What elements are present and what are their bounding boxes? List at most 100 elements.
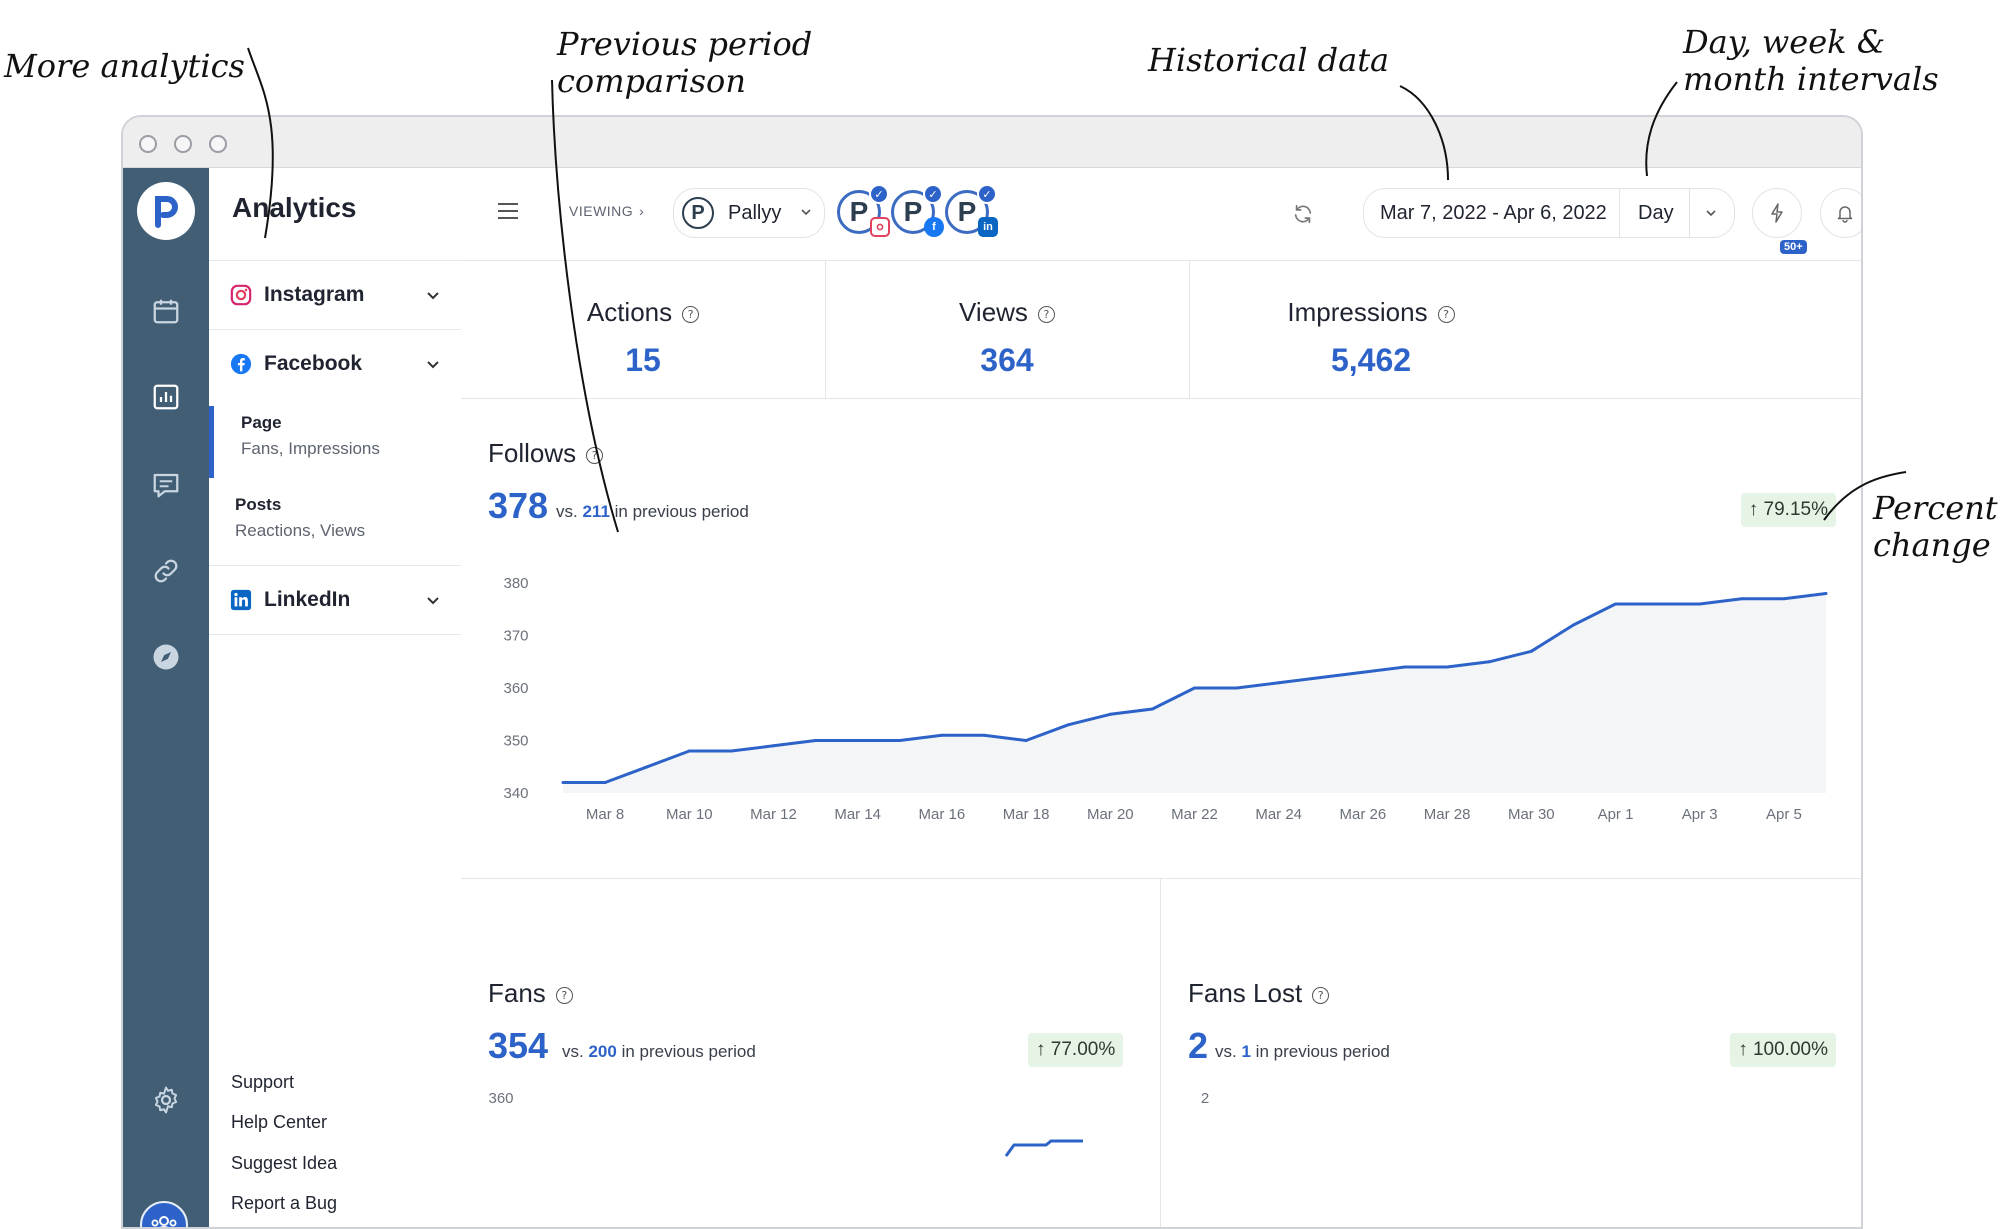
- help-icon[interactable]: ?: [1037, 305, 1055, 323]
- annotation-historical-data: Historical data: [1148, 41, 1390, 79]
- account-instagram[interactable]: P ✓: [837, 184, 890, 237]
- account-facebook[interactable]: P ✓ f: [891, 184, 944, 237]
- workspace-name: Pallyy: [728, 202, 782, 224]
- help-icon[interactable]: ?: [1312, 986, 1330, 1004]
- fans-percent-change: ↑ 77.00%: [1028, 1033, 1124, 1067]
- fans-lost-comparison: vs. 1 in previous period: [1215, 1042, 1390, 1062]
- window-minimize-dot[interactable]: [174, 135, 192, 153]
- arrow-up-icon: ↑: [1748, 499, 1759, 520]
- comparison-vs: vs.: [562, 1042, 584, 1061]
- y-tick-label: 2: [1201, 1090, 1209, 1107]
- chevron-down-icon: [427, 597, 439, 605]
- sidebar-item-label: Facebook: [264, 352, 363, 375]
- top-bar: VIEWING › P Pallyy P ✓ P ✓ f P ✓: [461, 168, 1861, 261]
- pallyy-logo[interactable]: [137, 182, 195, 240]
- chevron-down-icon[interactable]: [1705, 207, 1717, 219]
- check-icon: ✓: [869, 184, 889, 204]
- interval-selector[interactable]: Day: [1638, 202, 1674, 224]
- app-window: Analytics Instagram Facebook Page Fans, …: [121, 115, 1863, 1229]
- follows-title: Follows?: [488, 438, 604, 469]
- sidebar-subitem-posts[interactable]: Posts Reactions, Views: [235, 495, 365, 541]
- annotation-percent-line2: change: [1873, 525, 1991, 564]
- check-icon: ✓: [977, 184, 997, 204]
- follows-data-point: [1235, 686, 1239, 690]
- settings-gear-icon[interactable]: [151, 1085, 181, 1115]
- y-tick-label: 340: [503, 785, 528, 802]
- x-tick-label: Mar 24: [1255, 806, 1302, 823]
- notifications-button[interactable]: [1820, 188, 1861, 238]
- follows-data-point: [982, 733, 986, 737]
- refresh-icon[interactable]: [1292, 203, 1314, 225]
- comparison-vs: vs.: [556, 502, 578, 521]
- follows-data-point: [1445, 665, 1449, 669]
- link-icon[interactable]: [151, 556, 181, 586]
- sidebar-subitem-page[interactable]: Page Fans, Impressions: [241, 413, 380, 459]
- lightning-icon: [1771, 203, 1783, 223]
- date-range-picker[interactable]: Mar 7, 2022 - Apr 6, 2022: [1380, 202, 1607, 224]
- follows-data-point: [1824, 592, 1828, 595]
- annotation-previous-period-line2: comparison: [557, 61, 746, 100]
- follows-data-point: [898, 739, 902, 742]
- x-tick-label: Mar 26: [1340, 806, 1387, 823]
- x-tick-label: Mar 28: [1424, 806, 1471, 823]
- sidebar-item-linkedin[interactable]: LinkedIn: [209, 566, 461, 634]
- chevron-down-icon: [801, 209, 811, 216]
- date-range-control: Mar 7, 2022 - Apr 6, 2022 Day: [1363, 188, 1735, 238]
- stat-label: Actions?: [461, 297, 825, 328]
- x-tick-label: Mar 20: [1087, 806, 1134, 823]
- compass-icon[interactable]: [151, 642, 181, 672]
- x-tick-label: Mar 22: [1171, 806, 1218, 823]
- menu-hamburger-icon[interactable]: [497, 202, 519, 220]
- help-icon[interactable]: ?: [586, 446, 604, 464]
- footer-link-suggest-idea[interactable]: Suggest Idea: [231, 1153, 338, 1173]
- follows-data-point: [1614, 602, 1617, 606]
- footer-link-help-center[interactable]: Help Center: [231, 1112, 328, 1132]
- annotation-intervals-line1: Day, week &: [1683, 23, 1886, 61]
- calendar-icon[interactable]: [151, 296, 181, 326]
- window-maximize-dot[interactable]: [209, 135, 227, 153]
- follows-chart: 340 350 360 370 380 Mar 8 Mar 10 Mar 12 Mar 14 Ma…: [503, 575, 1828, 823]
- y-tick-label: 350: [503, 733, 528, 750]
- analytics-icon[interactable]: [151, 382, 181, 412]
- sidebar-divider: [209, 329, 461, 330]
- icon-rail: [123, 168, 209, 1227]
- chevron-down-icon: [427, 292, 439, 300]
- follows-percent-change: ↑ 79.15%: [1740, 493, 1836, 527]
- messages-icon[interactable]: [151, 470, 181, 500]
- sidebar-item-instagram[interactable]: Instagram: [209, 261, 461, 329]
- fans-lost-title: Fans Lost?: [1188, 978, 1330, 1009]
- notifications-badge: 50+: [1780, 240, 1807, 254]
- workspace-selector[interactable]: P Pallyy: [673, 188, 825, 238]
- arrow-up-icon: ↑: [1036, 1039, 1046, 1060]
- follows-data-point: [814, 739, 818, 742]
- sidebar-item-facebook[interactable]: Facebook: [209, 330, 461, 398]
- facebook-icon: [230, 353, 252, 375]
- window-close-dot[interactable]: [139, 135, 157, 153]
- x-tick-label: Mar 16: [919, 806, 966, 823]
- follows-data-point: [940, 733, 944, 737]
- follows-comparison: vs. 211 in previous period: [556, 502, 749, 522]
- footer-link-support[interactable]: Support: [231, 1072, 295, 1092]
- help-icon[interactable]: ?: [555, 986, 573, 1004]
- instagram-icon: [870, 217, 890, 237]
- x-tick-label: Mar 18: [1003, 806, 1050, 823]
- follows-data-point: [1740, 597, 1744, 601]
- fans-value: 354: [488, 1025, 549, 1066]
- annotation-percent-line1: Percent: [1873, 489, 1998, 527]
- subitem-title: Posts: [235, 495, 282, 514]
- comparison-suffix: in previous period: [614, 502, 749, 521]
- footer-link-report-bug[interactable]: Report a Bug: [231, 1193, 338, 1213]
- stat-value: 364: [980, 342, 1034, 378]
- quick-actions-button[interactable]: [1752, 188, 1802, 238]
- help-icon[interactable]: ?: [682, 305, 700, 323]
- comparison-suffix: in previous period: [1255, 1042, 1390, 1061]
- help-icon[interactable]: ?: [1437, 305, 1455, 323]
- fans-lost-percent-change: ↑ 100.00%: [1730, 1033, 1836, 1067]
- x-tick-label: Apr 3: [1682, 806, 1718, 823]
- team-button[interactable]: [140, 1201, 188, 1227]
- fans-lost-chart: 2: [1201, 1090, 1209, 1107]
- account-linkedin[interactable]: P ✓ in: [945, 184, 998, 237]
- stat-label: Impressions?: [1189, 297, 1553, 328]
- comparison-suffix: in previous period: [621, 1042, 756, 1061]
- sidebar-title: Analytics: [232, 192, 357, 223]
